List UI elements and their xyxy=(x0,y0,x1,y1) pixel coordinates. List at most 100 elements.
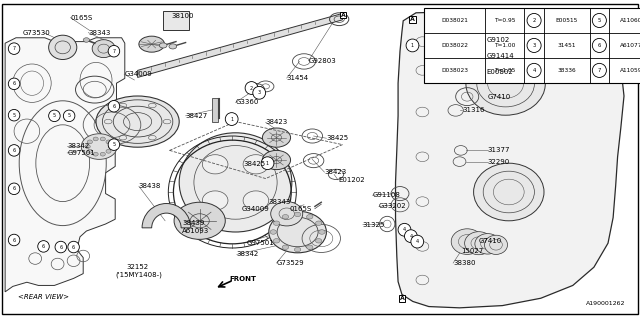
Ellipse shape xyxy=(294,212,301,217)
Text: 31325: 31325 xyxy=(363,222,385,228)
Circle shape xyxy=(406,39,419,52)
Bar xyxy=(212,98,218,122)
Text: 38427: 38427 xyxy=(186,113,208,119)
Text: E00802: E00802 xyxy=(486,69,513,75)
Text: 38380: 38380 xyxy=(453,260,476,266)
Ellipse shape xyxy=(451,229,483,254)
Ellipse shape xyxy=(202,191,228,210)
Text: 31377: 31377 xyxy=(488,148,510,153)
Text: A61077: A61077 xyxy=(620,43,640,48)
Ellipse shape xyxy=(282,245,289,250)
Text: 38439: 38439 xyxy=(182,220,205,226)
Text: D038022: D038022 xyxy=(441,43,468,48)
Text: 38438: 38438 xyxy=(139,183,161,189)
Circle shape xyxy=(527,63,541,77)
Circle shape xyxy=(55,241,67,253)
Ellipse shape xyxy=(96,96,179,147)
Text: 38342: 38342 xyxy=(67,143,90,148)
Text: T=1.00: T=1.00 xyxy=(494,43,515,48)
Text: 32290: 32290 xyxy=(488,159,510,164)
Bar xyxy=(163,11,189,30)
Text: 4: 4 xyxy=(532,68,536,73)
Text: 4: 4 xyxy=(416,239,419,244)
Ellipse shape xyxy=(282,214,289,219)
Circle shape xyxy=(404,230,417,243)
Polygon shape xyxy=(138,13,342,77)
Text: 31454: 31454 xyxy=(287,75,309,81)
Text: G73529: G73529 xyxy=(276,260,304,266)
Circle shape xyxy=(527,38,541,52)
Text: 5: 5 xyxy=(53,113,56,118)
Text: 5: 5 xyxy=(113,142,115,147)
Ellipse shape xyxy=(465,232,493,255)
Ellipse shape xyxy=(93,152,98,156)
Text: A190001262: A190001262 xyxy=(586,300,626,306)
Circle shape xyxy=(261,157,274,170)
Circle shape xyxy=(8,183,20,195)
Text: G92803: G92803 xyxy=(308,58,336,64)
Text: A: A xyxy=(399,296,404,301)
Text: 1: 1 xyxy=(411,43,414,48)
Ellipse shape xyxy=(179,133,292,232)
Ellipse shape xyxy=(92,40,115,58)
Ellipse shape xyxy=(93,137,98,141)
Text: G97501: G97501 xyxy=(67,150,95,156)
Ellipse shape xyxy=(102,100,173,143)
Ellipse shape xyxy=(139,36,164,52)
Text: G7410: G7410 xyxy=(479,238,502,244)
Polygon shape xyxy=(5,38,125,292)
Wedge shape xyxy=(142,204,191,228)
Text: 15027: 15027 xyxy=(461,248,483,254)
Text: A11060: A11060 xyxy=(620,18,640,23)
Text: G73530: G73530 xyxy=(22,30,50,36)
Circle shape xyxy=(527,13,541,28)
Ellipse shape xyxy=(262,128,291,147)
Ellipse shape xyxy=(273,221,280,225)
Text: G3360: G3360 xyxy=(236,100,259,105)
Text: 7: 7 xyxy=(113,49,115,54)
Text: 38425: 38425 xyxy=(243,161,266,167)
Ellipse shape xyxy=(100,137,106,141)
Text: G97501: G97501 xyxy=(246,240,274,245)
Text: 5: 5 xyxy=(13,113,15,118)
Ellipse shape xyxy=(106,140,111,144)
Text: 6: 6 xyxy=(42,244,45,249)
Text: G9102: G9102 xyxy=(486,37,509,43)
Ellipse shape xyxy=(169,44,177,49)
Ellipse shape xyxy=(106,149,111,153)
Bar xyxy=(424,8,640,83)
Ellipse shape xyxy=(87,140,92,144)
Text: 0165S: 0165S xyxy=(70,15,93,20)
Text: 0165S: 0165S xyxy=(290,206,312,212)
Polygon shape xyxy=(396,11,624,308)
Ellipse shape xyxy=(316,221,322,225)
Ellipse shape xyxy=(484,235,508,254)
Ellipse shape xyxy=(307,214,313,219)
Ellipse shape xyxy=(100,152,106,156)
Text: G34009: G34009 xyxy=(124,71,152,77)
Text: 38343: 38343 xyxy=(88,30,111,36)
Text: 6: 6 xyxy=(72,244,75,250)
Text: 38343: 38343 xyxy=(269,199,291,205)
Text: 6: 6 xyxy=(598,43,601,48)
Text: <REAR VIEW>: <REAR VIEW> xyxy=(18,294,69,300)
Text: A: A xyxy=(340,12,346,18)
Text: 6: 6 xyxy=(60,244,62,250)
Text: A: A xyxy=(410,17,415,22)
Ellipse shape xyxy=(273,239,280,243)
Circle shape xyxy=(411,235,424,248)
Text: 2: 2 xyxy=(532,18,536,23)
Text: G91414: G91414 xyxy=(486,53,514,59)
Circle shape xyxy=(38,241,49,252)
Text: 38423: 38423 xyxy=(324,169,347,175)
Text: 7: 7 xyxy=(13,46,15,51)
Text: 32152: 32152 xyxy=(127,264,149,270)
Text: 7: 7 xyxy=(598,68,601,73)
Circle shape xyxy=(8,145,20,156)
Ellipse shape xyxy=(81,134,117,159)
Text: 3: 3 xyxy=(258,90,260,95)
Circle shape xyxy=(8,234,20,246)
Text: 38342: 38342 xyxy=(237,252,259,257)
Text: 6: 6 xyxy=(13,148,15,153)
Circle shape xyxy=(225,113,238,125)
